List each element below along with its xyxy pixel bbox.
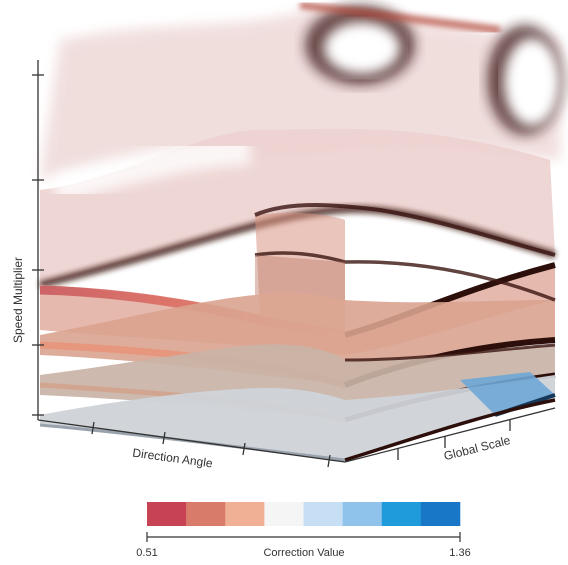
surface-1	[40, 375, 555, 460]
colorbar-swatch-1	[147, 502, 187, 526]
colorbar-swatch-3	[225, 502, 265, 526]
colorbar-max-label: 1.36	[449, 547, 470, 559]
z-axis	[32, 60, 44, 420]
colorbar-title: Correction Value	[263, 547, 344, 559]
colorbar-swatch-7	[381, 502, 422, 526]
x-axis-label: Direction Angle	[132, 446, 214, 471]
colorbar-swatch-6	[342, 502, 383, 526]
colorbar-swatch-4	[264, 502, 304, 526]
x-axis	[37, 419, 346, 468]
y-axis-label: Global Scale	[442, 433, 512, 463]
y-axis	[344, 407, 556, 463]
colorbar: 0.51 Correction Value 1.36	[136, 502, 471, 559]
z-axis-label: Speed Multiplier	[11, 257, 25, 343]
colorbar-swatch-5	[303, 502, 343, 526]
colorbar-swatch-2	[186, 502, 226, 526]
colorbar-min-label: 0.51	[136, 547, 157, 559]
colorbar-swatch-8	[420, 502, 461, 526]
